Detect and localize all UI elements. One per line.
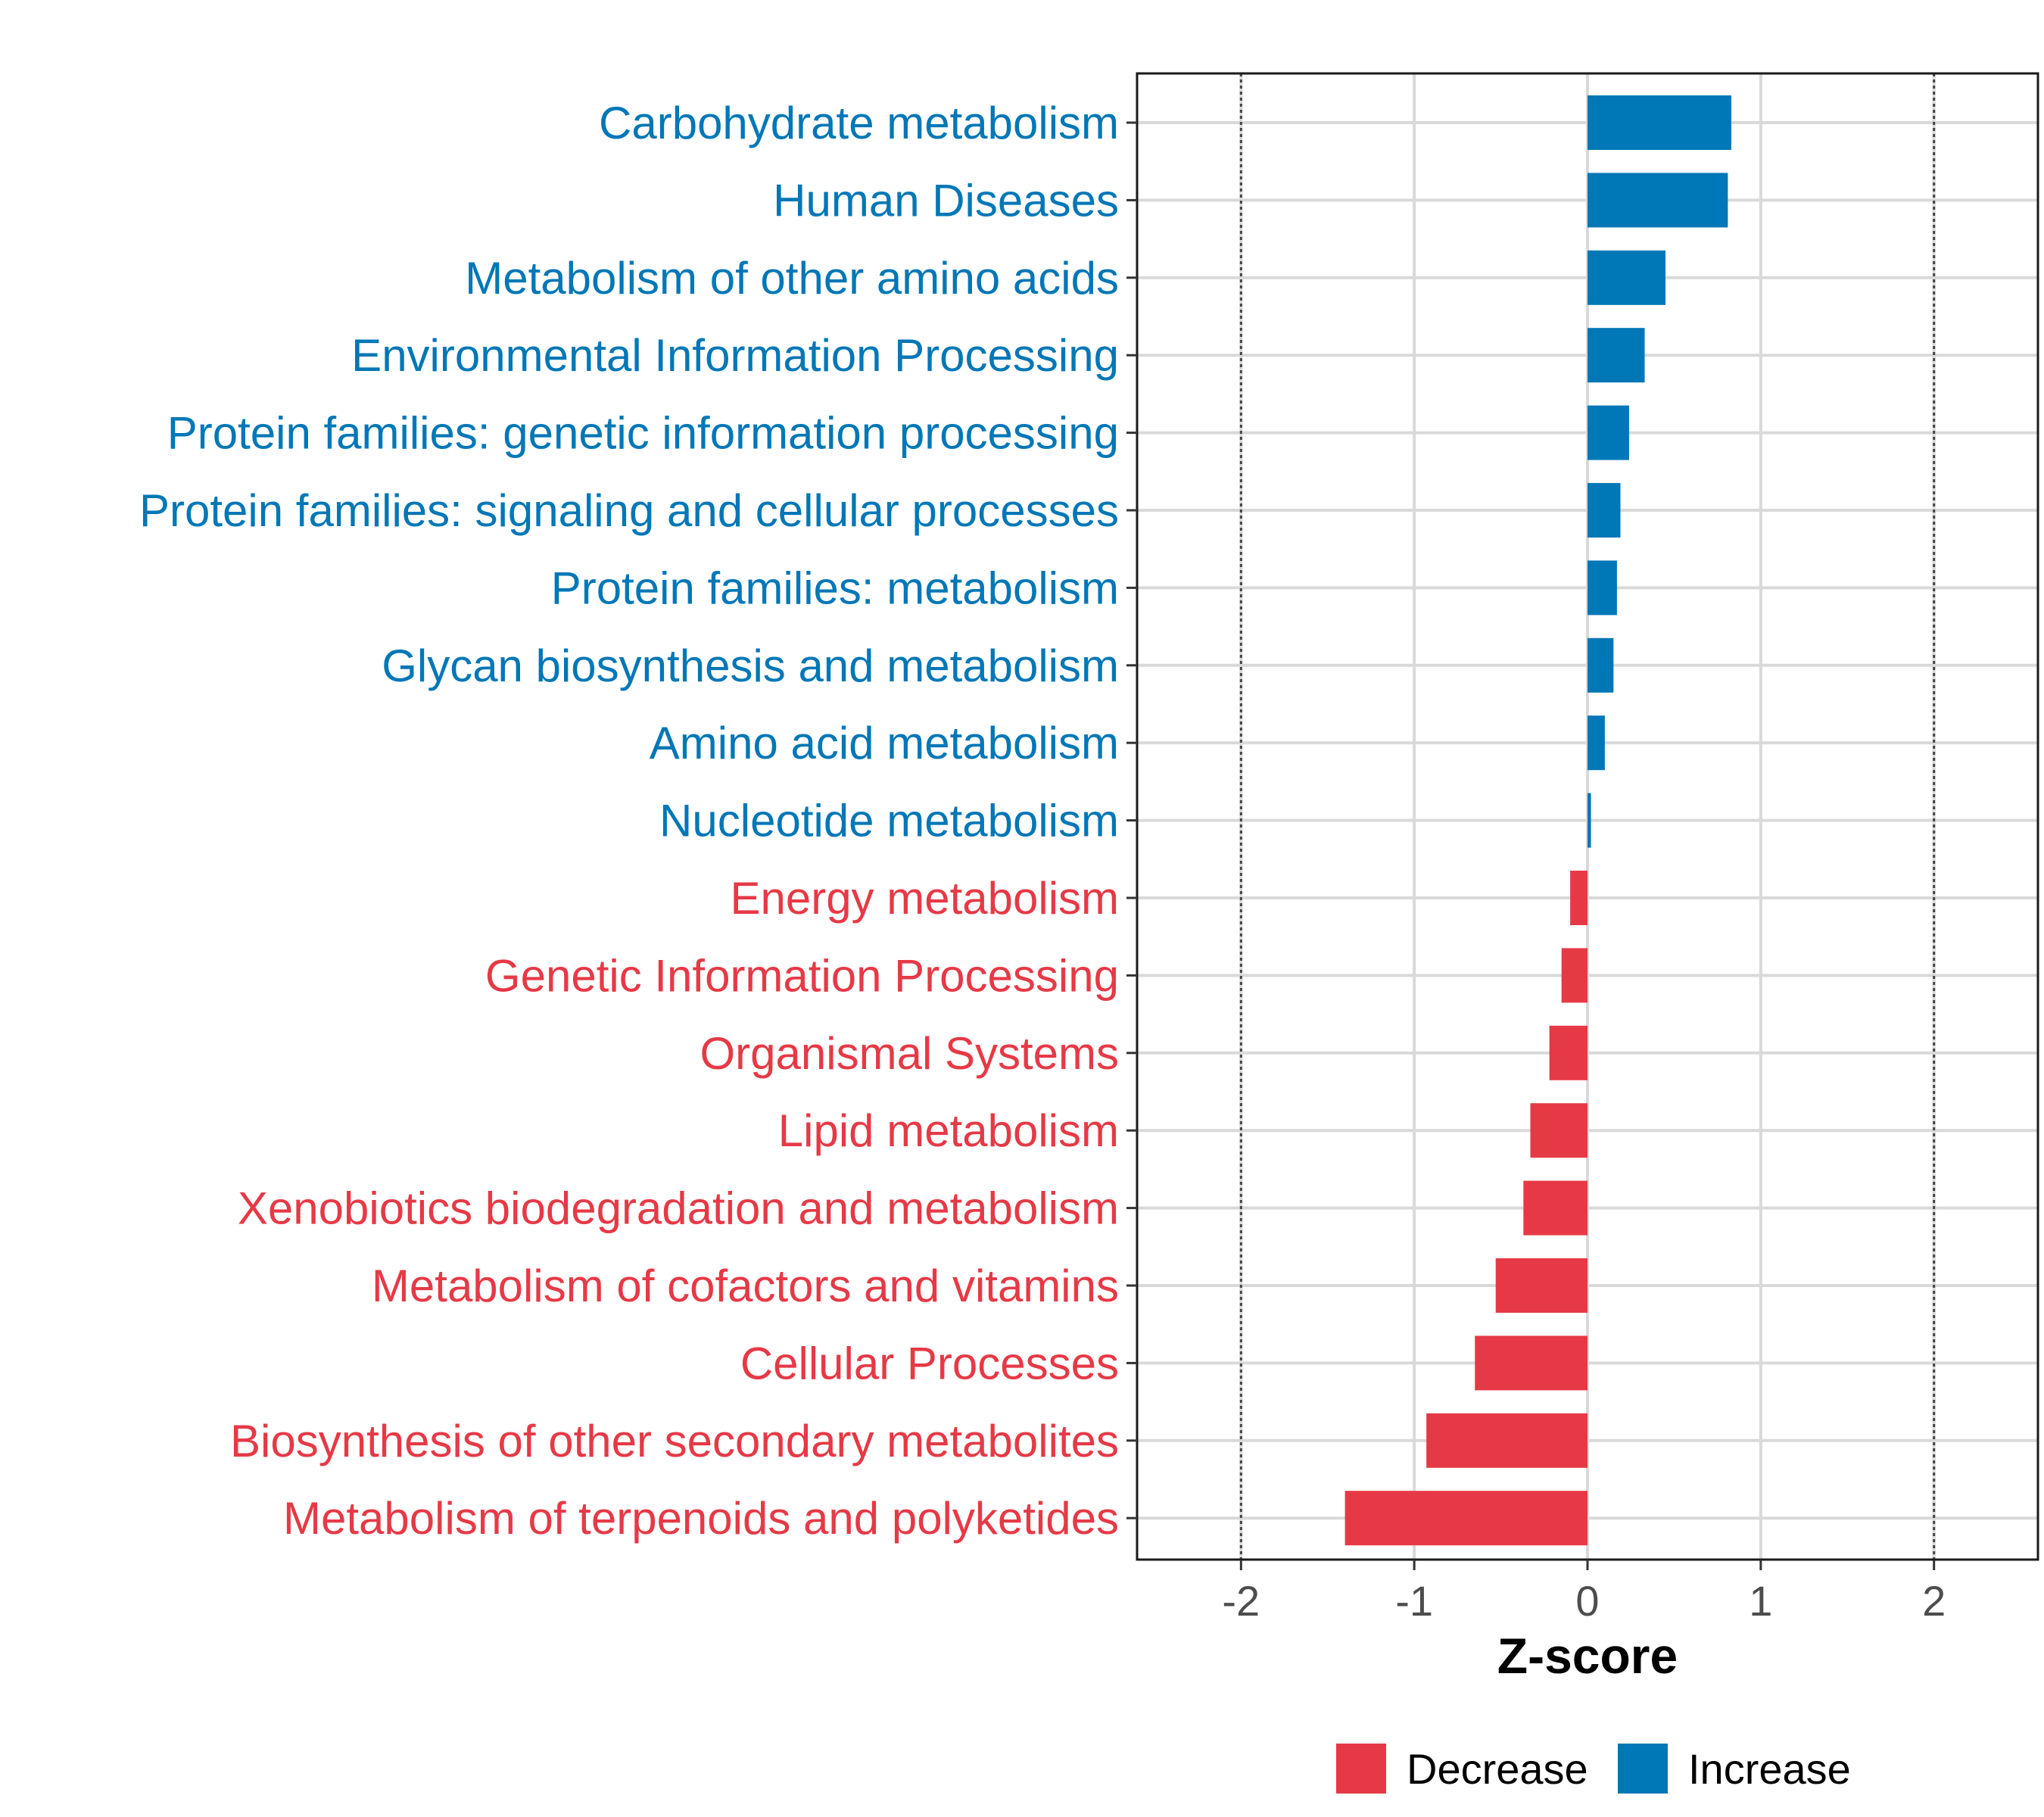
y-axis: Carbohydrate metabolism Human Diseases Met… [139, 98, 1137, 1544]
y-tick-label: Energy metabolism [730, 873, 1119, 924]
y-tick-label: Lipid metabolism [778, 1105, 1119, 1156]
y-tick-label: Biosynthesis of other secondary metaboli… [230, 1416, 1119, 1466]
bar [1588, 405, 1629, 460]
y-tick-label: Protein families: signaling and cellular… [139, 485, 1119, 536]
x-axis-title: Z-score [1497, 1628, 1678, 1684]
y-tick-label: Xenobiotics biodegradation and metabolis… [238, 1183, 1119, 1234]
y-tick-label: Metabolism of terpenoids and polyketides [283, 1493, 1119, 1544]
bar [1588, 793, 1591, 848]
bar [1561, 948, 1588, 1003]
y-tick-label: Protein families: metabolism [551, 563, 1119, 613]
bar [1588, 173, 1728, 228]
bar [1344, 1491, 1588, 1546]
x-tick-label: -2 [1222, 1577, 1260, 1625]
y-tick-label: Metabolism of other amino acids [465, 253, 1119, 304]
y-tick-label: Cellular Processes [740, 1338, 1119, 1388]
y-tick-label: Protein families: genetic information pr… [167, 408, 1119, 459]
y-tick-label: Genetic Information Processing [485, 950, 1119, 1001]
y-tick-label: Nucleotide metabolism [659, 796, 1119, 846]
bar [1588, 250, 1665, 305]
bar [1495, 1258, 1588, 1313]
x-tick-label: -1 [1395, 1577, 1433, 1625]
bar [1588, 715, 1605, 771]
y-tick-label: Amino acid metabolism [650, 718, 1119, 768]
bar [1588, 328, 1645, 383]
bar [1549, 1025, 1588, 1080]
legend-swatch-increase [1618, 1744, 1668, 1794]
bar [1588, 637, 1614, 693]
x-tick-label: 2 [1922, 1577, 1946, 1625]
legend-swatch-decrease [1336, 1744, 1386, 1794]
legend-label-increase: Increase [1688, 1745, 1851, 1793]
bar [1475, 1335, 1588, 1391]
bars [1344, 95, 1731, 1546]
bar [1426, 1413, 1588, 1468]
legend-label-decrease: Decrease [1407, 1745, 1588, 1793]
bar [1588, 483, 1621, 538]
y-tick-label: Metabolism of cofactors and vitamins [372, 1261, 1119, 1311]
bar [1588, 95, 1731, 150]
bar [1530, 1103, 1588, 1158]
bar [1570, 871, 1588, 925]
y-tick-label: Environmental Information Processing [351, 330, 1119, 381]
y-tick-label: Carbohydrate metabolism [599, 98, 1119, 148]
x-tick-label: 0 [1575, 1577, 1599, 1625]
y-tick-label: Human Diseases [773, 175, 1119, 226]
reference-lines [1239, 73, 1936, 1560]
x-tick-label: 1 [1749, 1577, 1772, 1625]
legend: Decrease Increase [1336, 1744, 1851, 1794]
y-tick-label: Glycan biosynthesis and metabolism [382, 640, 1119, 691]
bar [1523, 1180, 1588, 1236]
x-axis: -2 -1 0 1 2 [1222, 1560, 1946, 1625]
y-tick-label: Organismal Systems [700, 1028, 1119, 1079]
bar [1588, 560, 1617, 616]
